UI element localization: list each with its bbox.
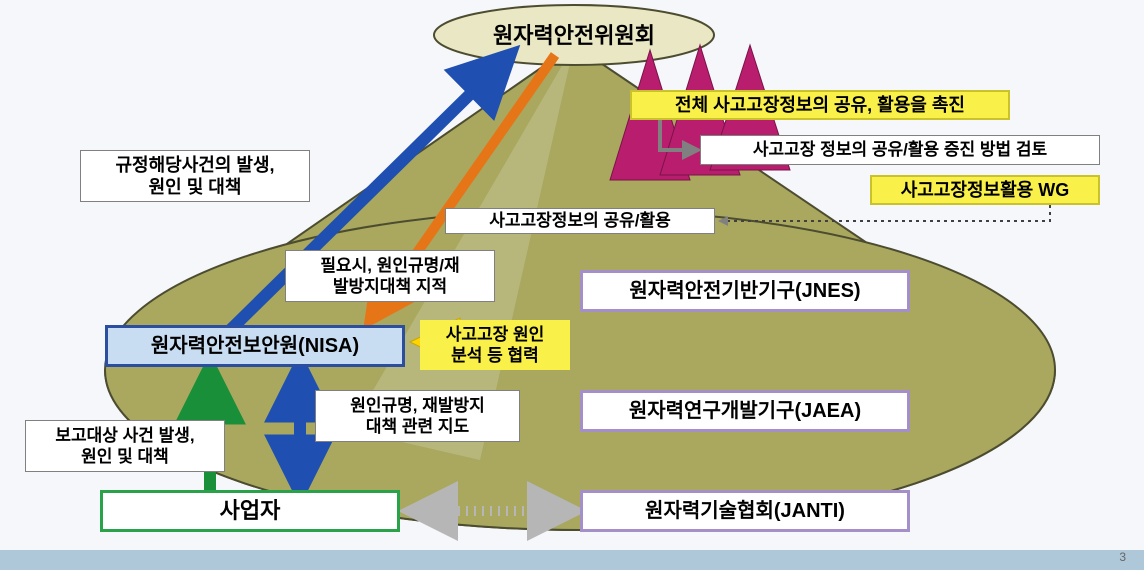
diagram-stage: { "canvas": { "width": 1144, "height": 5… [0, 0, 1144, 570]
node-biz: 사업자 [100, 490, 400, 532]
node-nisa: 원자력안전보안원(NISA) [105, 325, 405, 367]
cone-base-ellipse [105, 210, 1055, 530]
background-svg [0, 0, 1144, 570]
node-jnes: 원자력안전기반기구(JNES) [580, 270, 910, 312]
node-yellow1: 전체 사고고장정보의 공유, 활용을 촉진 [630, 90, 1010, 120]
node-jaea: 원자력연구개발기구(JAEA) [580, 390, 910, 432]
node-white_note1: 사고고장 정보의 공유/활용 증진 방법 검토 [700, 135, 1100, 165]
node-orange_note: 필요시, 원인규명/재 발방지대책 지적 [285, 250, 495, 302]
node-yellow_wg: 사고고장정보활용 WG [870, 175, 1100, 205]
node-nsc: 원자력안전위원회 [460, 20, 688, 52]
bottom-strip [0, 550, 1144, 570]
node-left_note2: 보고대상 사건 발생, 원인 및 대책 [25, 420, 225, 472]
node-left_note1: 규정해당사건의 발생, 원인 및 대책 [80, 150, 310, 202]
node-share_use: 사고고장정보의 공유/활용 [445, 208, 715, 234]
node-yellow_coop: 사고고장 원인 분석 등 협력 [420, 320, 570, 370]
page-number: 3 [1119, 550, 1126, 564]
node-blue_note_mid: 원인규명, 재발방지 대책 관련 지도 [315, 390, 520, 442]
node-janti: 원자력기술협회(JANTI) [580, 490, 910, 532]
